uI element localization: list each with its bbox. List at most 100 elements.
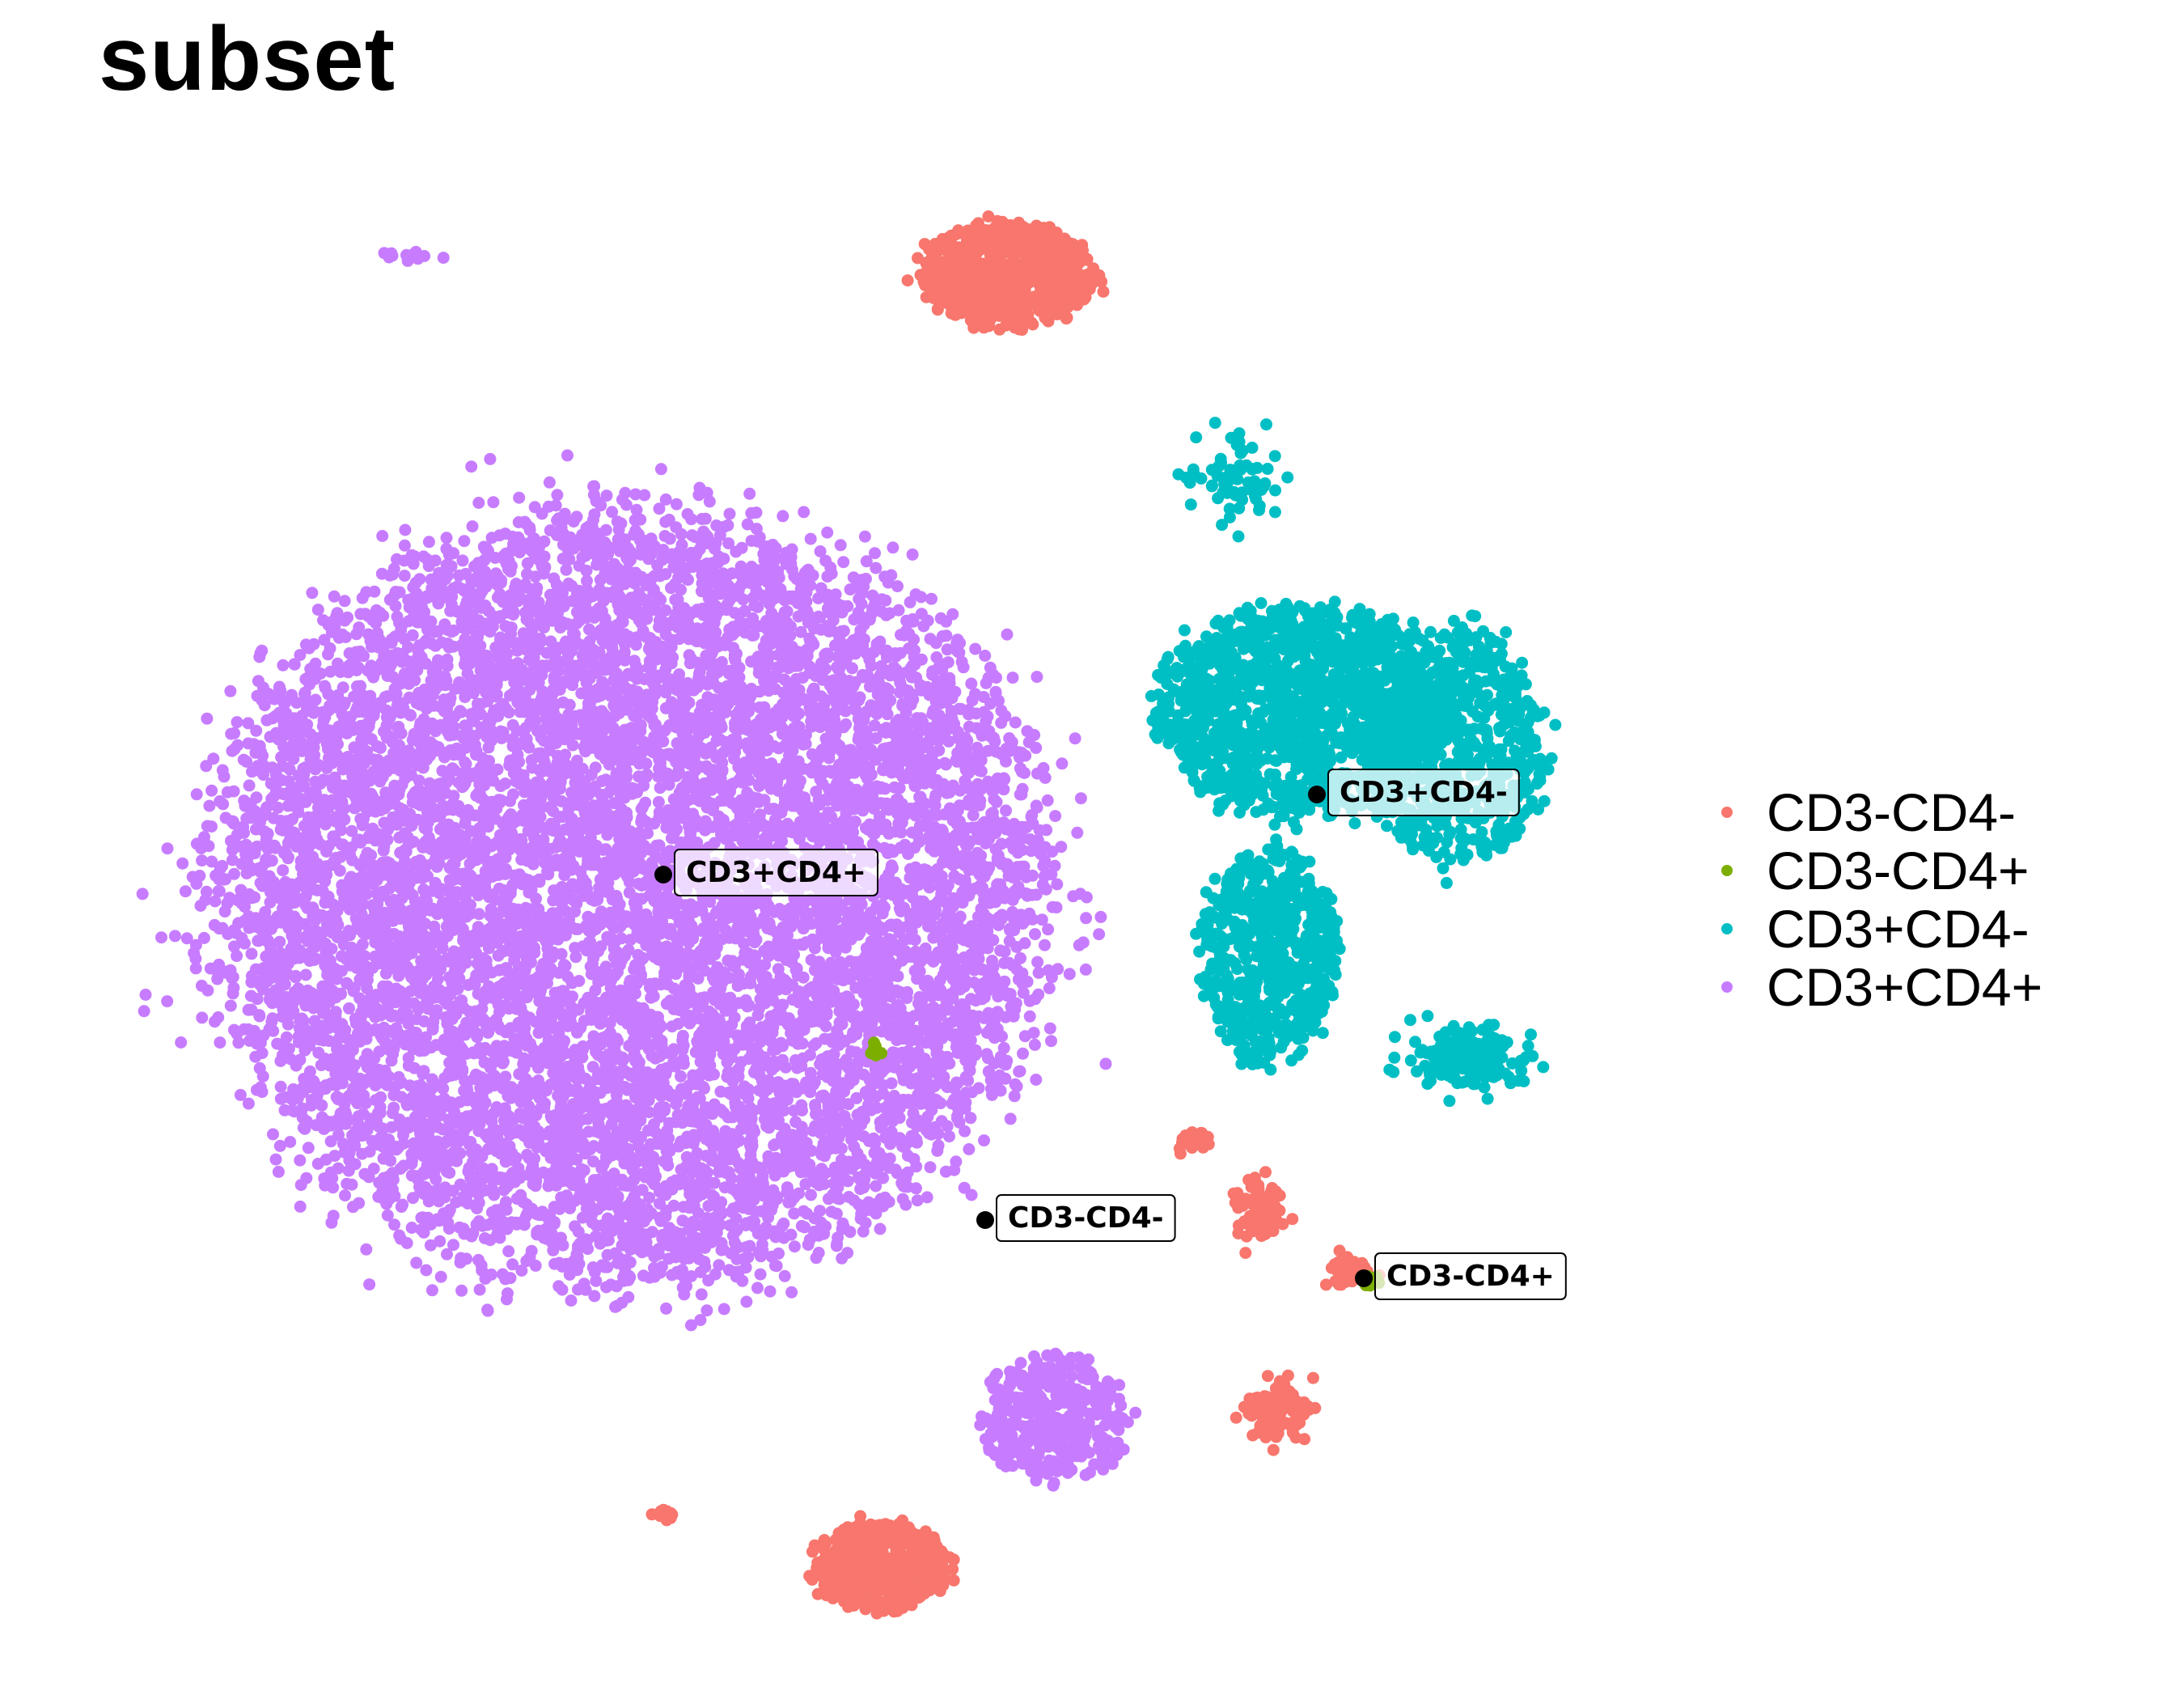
data-point (398, 539, 411, 552)
data-point (556, 1283, 569, 1296)
data-point (788, 1240, 801, 1253)
data-point (272, 1165, 285, 1178)
data-point (911, 1194, 924, 1207)
data-point (869, 547, 881, 560)
data-point (943, 1130, 955, 1143)
data-point (1069, 732, 1081, 745)
data-point (897, 1180, 910, 1193)
data-point (666, 1020, 679, 1033)
data-point (1001, 628, 1014, 641)
data-point (434, 1235, 447, 1248)
data-points (136, 210, 1562, 1620)
data-point (565, 1294, 578, 1307)
data-point (381, 1209, 394, 1222)
data-point (858, 633, 870, 646)
data-point (207, 752, 220, 765)
data-point (1043, 982, 1056, 994)
data-point (544, 524, 557, 537)
data-point (273, 681, 286, 694)
data-point (670, 498, 683, 511)
data-point (588, 1290, 601, 1303)
data-point (1023, 1010, 1036, 1023)
data-point (805, 1188, 817, 1201)
data-point (948, 870, 961, 883)
data-point (740, 1295, 753, 1308)
data-point (834, 955, 847, 968)
data-point (376, 530, 389, 542)
data-point (764, 1285, 777, 1298)
data-point (594, 574, 607, 587)
data-point (663, 532, 676, 545)
data-point (274, 1080, 287, 1093)
data-point (363, 1278, 376, 1291)
data-point (245, 969, 258, 982)
data-point (921, 1191, 933, 1204)
data-point (887, 541, 899, 554)
data-point (1037, 761, 1050, 774)
data-point (243, 779, 256, 792)
data-point (502, 1245, 515, 1258)
data-point (311, 604, 324, 616)
data-point (837, 1221, 850, 1234)
data-point (231, 716, 243, 729)
data-point (906, 548, 919, 561)
data-point (814, 545, 827, 557)
data-point (250, 724, 263, 737)
data-point (754, 1268, 767, 1281)
data-point (863, 1134, 875, 1147)
data-point (277, 659, 290, 672)
data-point (777, 510, 789, 523)
data-point (1031, 671, 1043, 684)
data-point (929, 789, 942, 802)
data-point (769, 1231, 782, 1244)
data-point (963, 1143, 976, 1155)
data-point (722, 537, 735, 550)
data-point (303, 642, 315, 655)
data-point (345, 824, 358, 837)
data-point (1063, 968, 1076, 981)
data-point (216, 859, 229, 872)
data-point (571, 754, 583, 767)
data-point (228, 867, 240, 880)
data-point (328, 590, 341, 603)
data-point (422, 536, 435, 549)
data-point (833, 1193, 846, 1205)
chart-title: subset (99, 8, 396, 109)
data-point (295, 1012, 308, 1025)
data-point (350, 628, 363, 641)
data-point (303, 1065, 316, 1078)
data-point (1042, 923, 1055, 936)
data-point (635, 816, 648, 828)
data-point (427, 902, 439, 915)
data-point (717, 1303, 730, 1316)
data-point (224, 999, 237, 1012)
data-point (267, 1128, 279, 1141)
data-point (499, 777, 512, 790)
data-point (465, 460, 478, 473)
data-point (1049, 810, 1062, 823)
data-point (343, 1002, 355, 1015)
data-point (778, 1269, 791, 1282)
data-point (978, 1134, 990, 1147)
data-point (569, 951, 582, 964)
data-point (969, 1044, 982, 1057)
data-point (306, 587, 319, 600)
data-point (588, 480, 601, 493)
data-point (660, 998, 673, 1011)
data-point (189, 962, 202, 975)
data-point (201, 820, 214, 833)
data-point (830, 1207, 843, 1220)
data-point (694, 1314, 707, 1327)
data-point (1071, 826, 1084, 839)
data-point (972, 1010, 985, 1023)
data-point (398, 570, 411, 583)
data-point (405, 1222, 418, 1234)
data-point (440, 532, 453, 544)
data-point (277, 864, 290, 877)
data-point (344, 786, 356, 799)
data-point (472, 497, 485, 509)
data-point (1006, 672, 1019, 684)
data-point (924, 1161, 937, 1174)
data-point (447, 1239, 459, 1252)
